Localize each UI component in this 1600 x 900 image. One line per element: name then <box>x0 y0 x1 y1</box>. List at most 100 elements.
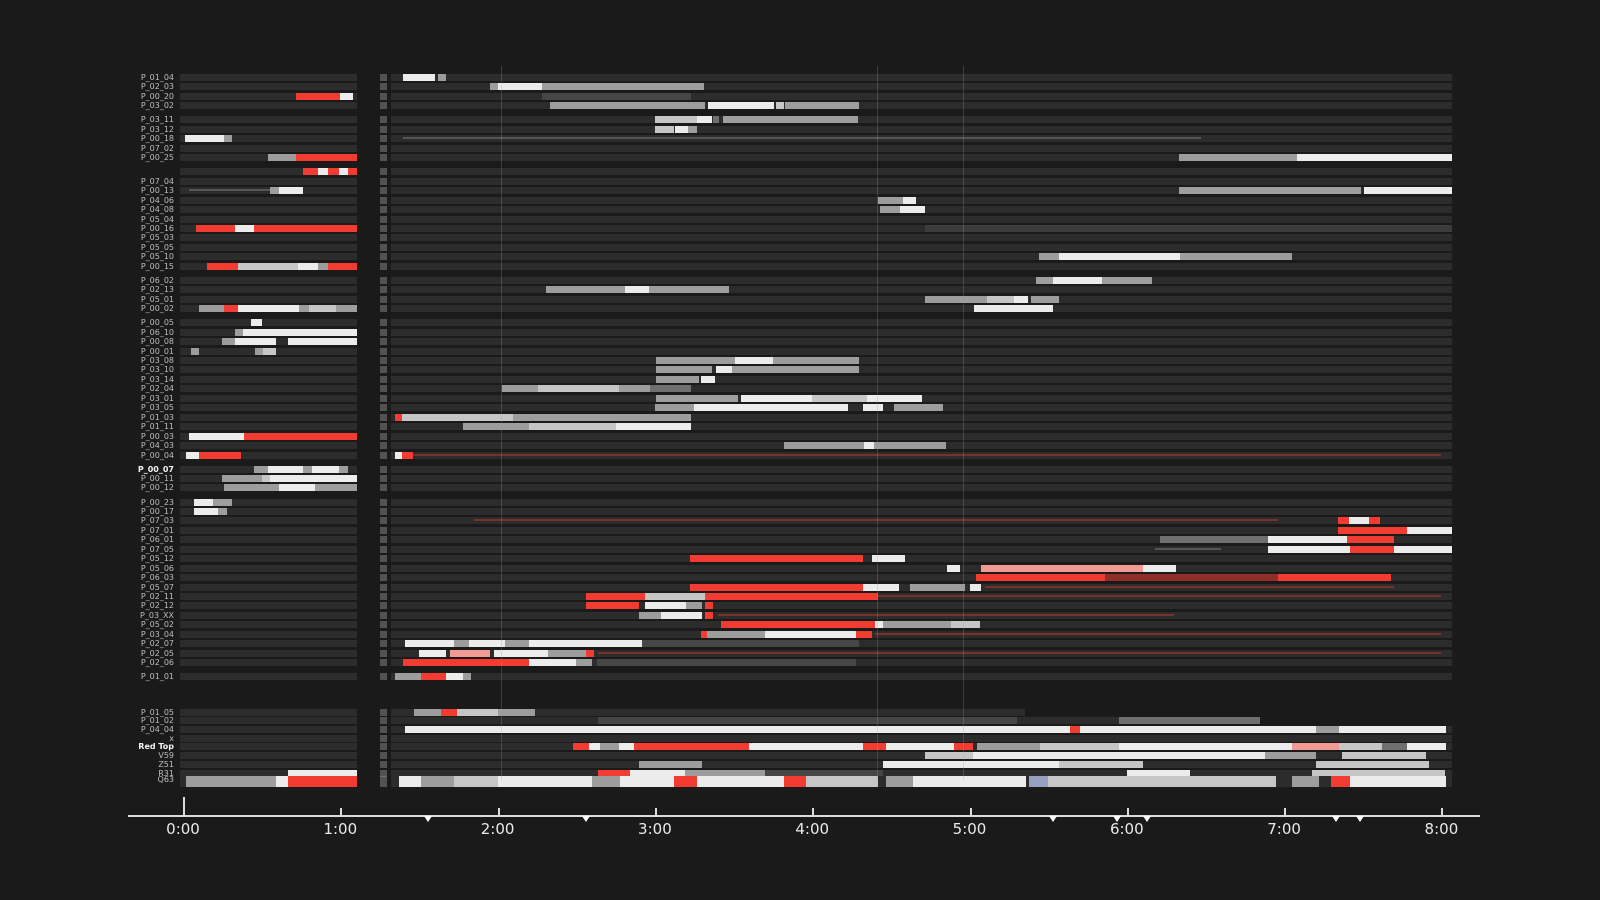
bar-segment[interactable] <box>986 295 1014 303</box>
bar-segment[interactable] <box>189 432 245 440</box>
bar-segment[interactable] <box>1178 187 1362 195</box>
bar-segment[interactable] <box>862 743 887 751</box>
bar-segment[interactable] <box>912 776 1027 788</box>
bar-segment[interactable] <box>980 564 1143 572</box>
bar-segment[interactable] <box>862 583 899 591</box>
bar-segment[interactable] <box>186 776 276 788</box>
bar-segment[interactable] <box>401 451 413 459</box>
bar-segment[interactable] <box>700 630 707 638</box>
bar-segment[interactable] <box>903 196 916 204</box>
bar-segment[interactable] <box>1406 526 1452 534</box>
bar-segment[interactable] <box>878 595 1442 597</box>
bar-segment[interactable] <box>875 621 883 629</box>
bar-segment[interactable] <box>398 776 421 788</box>
bar-segment[interactable] <box>642 640 860 648</box>
bar-segment[interactable] <box>1277 574 1392 582</box>
bar-segment[interactable] <box>629 769 685 777</box>
bar-segment[interactable] <box>950 621 981 629</box>
bar-segment[interactable] <box>909 583 965 591</box>
bar-segment[interactable] <box>420 776 454 788</box>
bar-segment[interactable] <box>765 769 883 777</box>
bar-segment[interactable] <box>308 305 336 313</box>
bar-segment[interactable] <box>267 465 303 473</box>
axis-event-marker[interactable] <box>1332 816 1340 822</box>
bar-segment[interactable] <box>598 769 630 777</box>
bar-segment[interactable] <box>450 649 490 657</box>
bar-segment[interactable] <box>462 423 530 431</box>
bar-segment[interactable] <box>977 743 1041 751</box>
bar-segment[interactable] <box>418 649 446 657</box>
bar-segment[interactable] <box>267 154 297 162</box>
bar-segment[interactable] <box>731 366 860 374</box>
bar-segment[interactable] <box>1035 276 1053 284</box>
bar-segment[interactable] <box>893 404 943 412</box>
bar-segment[interactable] <box>250 319 262 327</box>
bar-segment[interactable] <box>1406 743 1447 751</box>
bar-segment[interactable] <box>403 659 530 667</box>
bar-segment[interactable] <box>186 451 199 459</box>
bar-segment[interactable] <box>195 224 235 232</box>
bar-segment[interactable] <box>315 484 357 492</box>
bar-segment[interactable] <box>1296 154 1452 162</box>
bar-segment[interactable] <box>974 305 1053 313</box>
bar-segment[interactable] <box>1013 295 1028 303</box>
bar-segment[interactable] <box>783 776 806 788</box>
bar-segment[interactable] <box>1337 517 1349 525</box>
bar-segment[interactable] <box>453 776 498 788</box>
bar-segment[interactable] <box>1048 776 1277 788</box>
bar-segment[interactable] <box>1339 743 1382 751</box>
bar-segment[interactable] <box>194 498 213 506</box>
bar-segment[interactable] <box>311 465 339 473</box>
bar-segment[interactable] <box>886 743 954 751</box>
bar-segment[interactable] <box>1312 769 1445 777</box>
bar-segment[interactable] <box>675 125 688 133</box>
bar-segment[interactable] <box>1339 726 1447 734</box>
bar-segment[interactable] <box>269 187 279 195</box>
bar-segment[interactable] <box>437 74 446 81</box>
bar-segment[interactable] <box>765 630 857 638</box>
bar-segment[interactable] <box>783 442 865 450</box>
bar-segment[interactable] <box>656 375 699 383</box>
bar-segment[interactable] <box>299 305 309 313</box>
axis-event-marker[interactable] <box>424 816 433 822</box>
bar-segment[interactable] <box>403 74 435 81</box>
bar-segment[interactable] <box>497 776 592 788</box>
bar-segment[interactable] <box>705 602 714 610</box>
bar-segment[interactable] <box>1126 769 1190 777</box>
bar-segment[interactable] <box>547 649 586 657</box>
bar-segment[interactable] <box>223 484 279 492</box>
bar-segment[interactable] <box>591 776 621 788</box>
bar-segment[interactable] <box>716 366 732 374</box>
bar-segment[interactable] <box>505 640 530 648</box>
bar-segment[interactable] <box>882 760 1060 768</box>
bar-segment[interactable] <box>445 673 463 681</box>
bar-segment[interactable] <box>708 102 775 110</box>
bar-segment[interactable] <box>212 498 232 506</box>
bar-segment[interactable] <box>867 394 923 402</box>
bar-segment[interactable] <box>278 484 316 492</box>
bar-segment[interactable] <box>222 338 235 346</box>
bar-segment[interactable] <box>184 135 224 143</box>
bar-segment[interactable] <box>749 743 863 751</box>
bar-segment[interactable] <box>1268 545 1351 553</box>
bar-segment[interactable] <box>596 659 857 667</box>
bar-segment[interactable] <box>634 743 750 751</box>
bar-segment[interactable] <box>288 769 357 777</box>
bar-segment[interactable] <box>1030 295 1060 303</box>
bar-segment[interactable] <box>875 632 1442 635</box>
bar-segment[interactable] <box>338 776 357 788</box>
bar-segment[interactable] <box>1364 187 1452 195</box>
bar-segment[interactable] <box>953 743 973 751</box>
bar-segment[interactable] <box>972 752 1266 760</box>
bar-segment[interactable] <box>598 717 1017 725</box>
bar-segment[interactable] <box>862 404 883 412</box>
bar-segment[interactable] <box>1178 154 1297 162</box>
bar-segment[interactable] <box>502 385 539 393</box>
bar-segment[interactable] <box>620 776 674 788</box>
bar-segment[interactable] <box>720 621 876 629</box>
bar-segment[interactable] <box>278 187 303 195</box>
bar-segment[interactable] <box>456 708 498 716</box>
bar-segment[interactable] <box>1052 276 1102 284</box>
bar-segment[interactable] <box>650 385 692 393</box>
bar-segment[interactable] <box>234 328 243 336</box>
